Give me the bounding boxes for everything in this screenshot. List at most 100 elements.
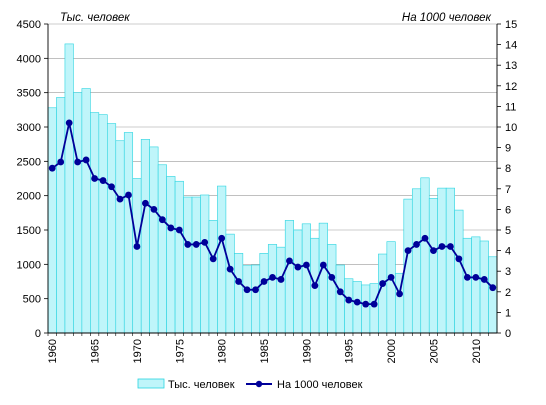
rate-marker: [362, 300, 370, 308]
bar: [191, 196, 201, 334]
rate-marker: [353, 298, 361, 306]
bar: [73, 92, 83, 334]
bar: [90, 112, 100, 334]
bar: [276, 246, 286, 334]
rate-marker: [430, 247, 437, 255]
left-tick-label: 3000: [17, 122, 41, 134]
rate-marker: [125, 191, 132, 199]
bar: [369, 283, 379, 334]
bar: [234, 253, 244, 334]
bar: [267, 244, 278, 334]
rate-marker: [252, 286, 259, 294]
rate-marker: [336, 288, 344, 296]
right-tick-label: 3: [505, 266, 511, 278]
rate-marker: [447, 243, 454, 250]
bar: [115, 140, 125, 334]
rate-marker: [184, 241, 192, 248]
rate-marker: [463, 273, 471, 281]
legend-bar-swatch: [137, 378, 165, 389]
x-tick-label: 1995: [344, 339, 356, 363]
rate-marker: [302, 261, 310, 269]
right-tick-label: 7: [505, 184, 511, 196]
right-tick-label: 8: [505, 163, 511, 175]
right-axis-title: На 1000 человек: [402, 12, 492, 24]
bar: [166, 176, 176, 334]
left-axis-title: Тыс. человек: [60, 12, 130, 24]
bar: [174, 180, 184, 334]
left-tick-label: 4500: [17, 19, 41, 31]
bar: [411, 188, 422, 334]
rate-marker: [99, 177, 107, 184]
rate-marker: [294, 263, 302, 271]
rate-marker: [319, 261, 327, 269]
bar: [301, 223, 311, 334]
bar: [251, 264, 261, 334]
rate-marker: [438, 243, 446, 250]
right-tick-label: 6: [505, 204, 511, 216]
bar: [378, 253, 388, 334]
bar: [454, 209, 464, 334]
left-tick-label: 3500: [17, 88, 41, 100]
bar: [445, 187, 455, 334]
rate-marker: [413, 241, 420, 248]
rate-marker: [74, 158, 82, 166]
bar: [428, 198, 438, 334]
bar: [479, 240, 489, 334]
bar: [361, 284, 371, 334]
rate-marker: [345, 296, 353, 304]
rate-marker: [142, 199, 149, 207]
rate-marker: [311, 282, 319, 290]
left-tick-label: 4000: [17, 53, 41, 65]
bar: [242, 265, 252, 334]
bar: [259, 253, 269, 334]
rate-marker: [116, 195, 124, 203]
rate-marker: [201, 238, 209, 246]
left-tick-label: 1000: [17, 259, 41, 271]
rate-marker: [57, 158, 65, 166]
bar: [293, 229, 303, 334]
left-tick-label: 0: [35, 328, 41, 340]
x-tick-label: 1975: [174, 339, 186, 363]
rate-marker: [158, 216, 166, 224]
x-tick-label: 2005: [428, 339, 440, 363]
bar: [462, 237, 472, 334]
axes-layer: [44, 23, 501, 336]
legend-line-marker: [255, 380, 263, 388]
right-tick-label: 13: [505, 60, 517, 72]
rate-marker: [218, 234, 226, 242]
rate-marker: [243, 286, 251, 294]
rate-marker: [421, 234, 429, 242]
legend-line-label: На 1000 человек: [277, 379, 363, 391]
bar: [318, 222, 328, 334]
left-tick-label: 500: [23, 294, 41, 306]
rate-marker: [48, 164, 56, 172]
rate-marker: [133, 243, 141, 250]
rate-marker: [404, 247, 412, 255]
bar: [183, 196, 193, 334]
rate-marker: [192, 241, 200, 248]
right-tick-label: 15: [505, 19, 517, 31]
bar: [64, 43, 74, 334]
bar: [284, 220, 294, 334]
rate-marker: [269, 273, 276, 281]
left-tick-label: 1500: [17, 225, 41, 237]
line-layer: [48, 119, 497, 308]
bar: [335, 264, 345, 334]
x-tick-label: 1980: [217, 339, 229, 363]
right-tick-label: 4: [505, 246, 511, 258]
x-tick-label: 1960: [47, 339, 59, 363]
right-tick-label: 5: [505, 225, 511, 237]
legend-bar-label: Тыс. человек: [168, 379, 235, 391]
rate-marker: [108, 183, 115, 191]
rate-marker: [277, 276, 285, 283]
bar: [47, 107, 57, 334]
rate-marker: [91, 175, 98, 182]
bar: [200, 194, 210, 334]
rate-marker: [480, 276, 488, 283]
right-tick-label: 10: [505, 122, 517, 134]
right-tick-label: 12: [505, 81, 517, 93]
bar: [420, 177, 430, 334]
bar: [107, 123, 117, 334]
bar: [386, 241, 396, 334]
rate-marker: [235, 278, 243, 285]
